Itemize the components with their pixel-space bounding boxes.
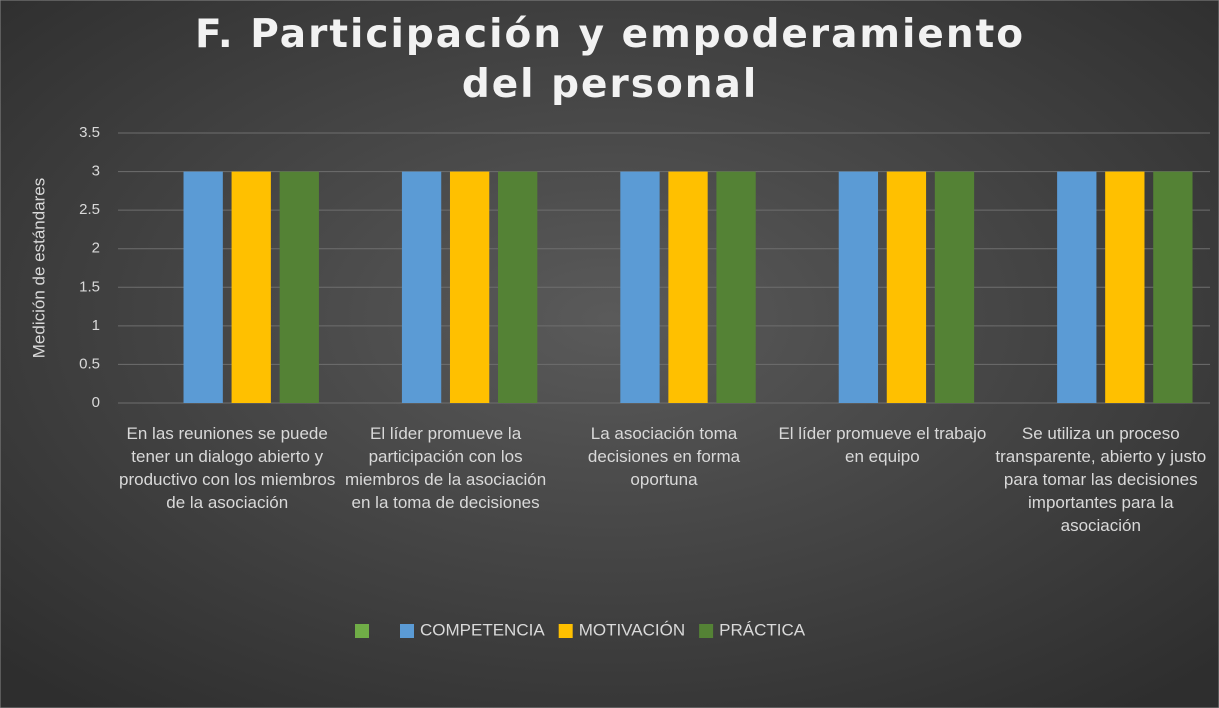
y-tick-label: 2.5 xyxy=(79,201,100,218)
x-tick-label: El líder promueve la participación con l… xyxy=(344,424,547,512)
y-tick-label: 2 xyxy=(92,240,100,257)
x-tick-label: Se utiliza un proceso transparente, abie… xyxy=(995,424,1207,535)
x-tick-box: El líder promueve el trabajo en equipo xyxy=(778,424,987,466)
legend-label: PRÁCTICA xyxy=(719,620,806,639)
legend-label: COMPETENCIA xyxy=(420,620,545,639)
y-tick-label: 1 xyxy=(92,317,100,334)
y-tick-label: 3.5 xyxy=(79,124,100,141)
bar xyxy=(886,171,927,403)
legend-swatch xyxy=(699,624,714,638)
x-tick-label: El líder promueve el trabajo en equipo xyxy=(778,424,987,466)
bar xyxy=(449,171,490,403)
bar xyxy=(279,171,319,403)
legend-swatch xyxy=(558,624,573,638)
legend-swatch xyxy=(400,624,414,638)
legend-label: MOTIVACIÓN xyxy=(579,620,685,639)
chart-title: F. Participación y empoderamiento del pe… xyxy=(194,12,1026,107)
bar xyxy=(716,171,756,403)
x-tick-box: El líder promueve la participación con l… xyxy=(344,424,547,512)
y-tick-label: 3 xyxy=(92,163,100,180)
bar xyxy=(620,171,660,403)
y-tick-label: 1.5 xyxy=(79,278,100,295)
bar xyxy=(498,171,538,403)
x-tick-box: Se utiliza un proceso transparente, abie… xyxy=(995,424,1207,535)
legend-swatch xyxy=(355,624,369,638)
bar xyxy=(1105,171,1145,403)
x-tick-label: La asociación toma decisiones en forma o… xyxy=(587,424,741,489)
bar xyxy=(934,171,975,403)
bar xyxy=(668,171,708,403)
y-axis-label: Medición de estándares xyxy=(29,178,48,359)
bar xyxy=(183,171,223,403)
bar xyxy=(231,171,271,403)
x-tick-box: En las reuniones se puede tener un dialo… xyxy=(119,424,336,512)
bar xyxy=(1057,171,1097,403)
x-tick-box: La asociación toma decisiones en forma o… xyxy=(587,424,741,489)
x-tick-label: En las reuniones se puede tener un dialo… xyxy=(119,424,336,512)
y-tick-label: 0 xyxy=(92,394,100,411)
bar xyxy=(401,171,442,403)
bar xyxy=(1153,171,1193,403)
y-tick-label: 0.5 xyxy=(79,355,100,372)
title-box: F. Participación y empoderamiento del pe… xyxy=(194,12,1026,107)
bar xyxy=(838,171,879,403)
